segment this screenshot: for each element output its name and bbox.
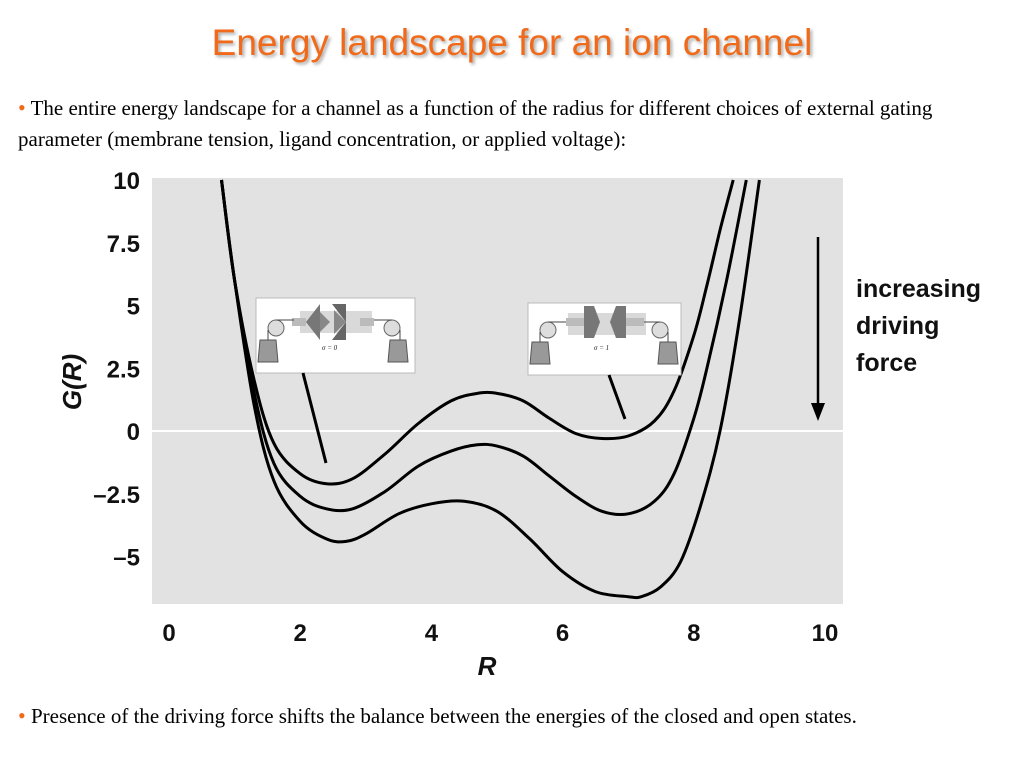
y-tick-label: 5 (127, 294, 140, 321)
y-tick-label: 2.5 (107, 356, 140, 383)
x-tick-label: 6 (556, 620, 569, 647)
bullet-dot: • (18, 95, 26, 120)
open-state-pointer (607, 374, 627, 420)
open-channel-inset: σ = 1 (527, 302, 682, 376)
y-tick-label: 7.5 (107, 231, 140, 258)
bullet-2-text: Presence of the driving force shifts the… (30, 704, 857, 728)
y-tick-label: –2.5 (93, 482, 140, 509)
arrow-head-icon (811, 403, 825, 421)
svg-text:σ = 1: σ = 1 (594, 344, 609, 352)
x-tick-label: 8 (687, 620, 700, 647)
energy-curve-3 (220, 179, 761, 600)
bullet-2: • Presence of the driving force shifts t… (18, 700, 1003, 732)
x-tick-label: 2 (294, 620, 307, 647)
svg-text:σ = 0: σ = 0 (322, 344, 338, 352)
bullet-1-text: The entire energy landscape for a channe… (18, 96, 933, 151)
x-tick-label: 10 (812, 620, 839, 647)
x-tick-label: 0 (162, 620, 175, 647)
closed-channel-inset: σ = 0 (255, 297, 416, 374)
y-tick-label: 10 (113, 168, 140, 195)
slide-title: Energy landscape for an ion channel (211, 22, 813, 63)
closed-state-pointer (301, 372, 328, 464)
bullet-dot: • (18, 703, 26, 728)
energy-curve-1 (220, 179, 735, 486)
y-tick-label: 0 (127, 419, 140, 446)
energy-curve-2 (220, 179, 748, 517)
y-tick-label: –5 (113, 545, 140, 572)
x-tick-label: 4 (425, 620, 439, 647)
bullet-1: • The entire energy landscape for a chan… (18, 92, 1003, 155)
driving-force-label: increasing driving force (856, 275, 988, 377)
y-axis-label: G(R) (57, 354, 87, 410)
x-axis-label: R (478, 651, 497, 681)
